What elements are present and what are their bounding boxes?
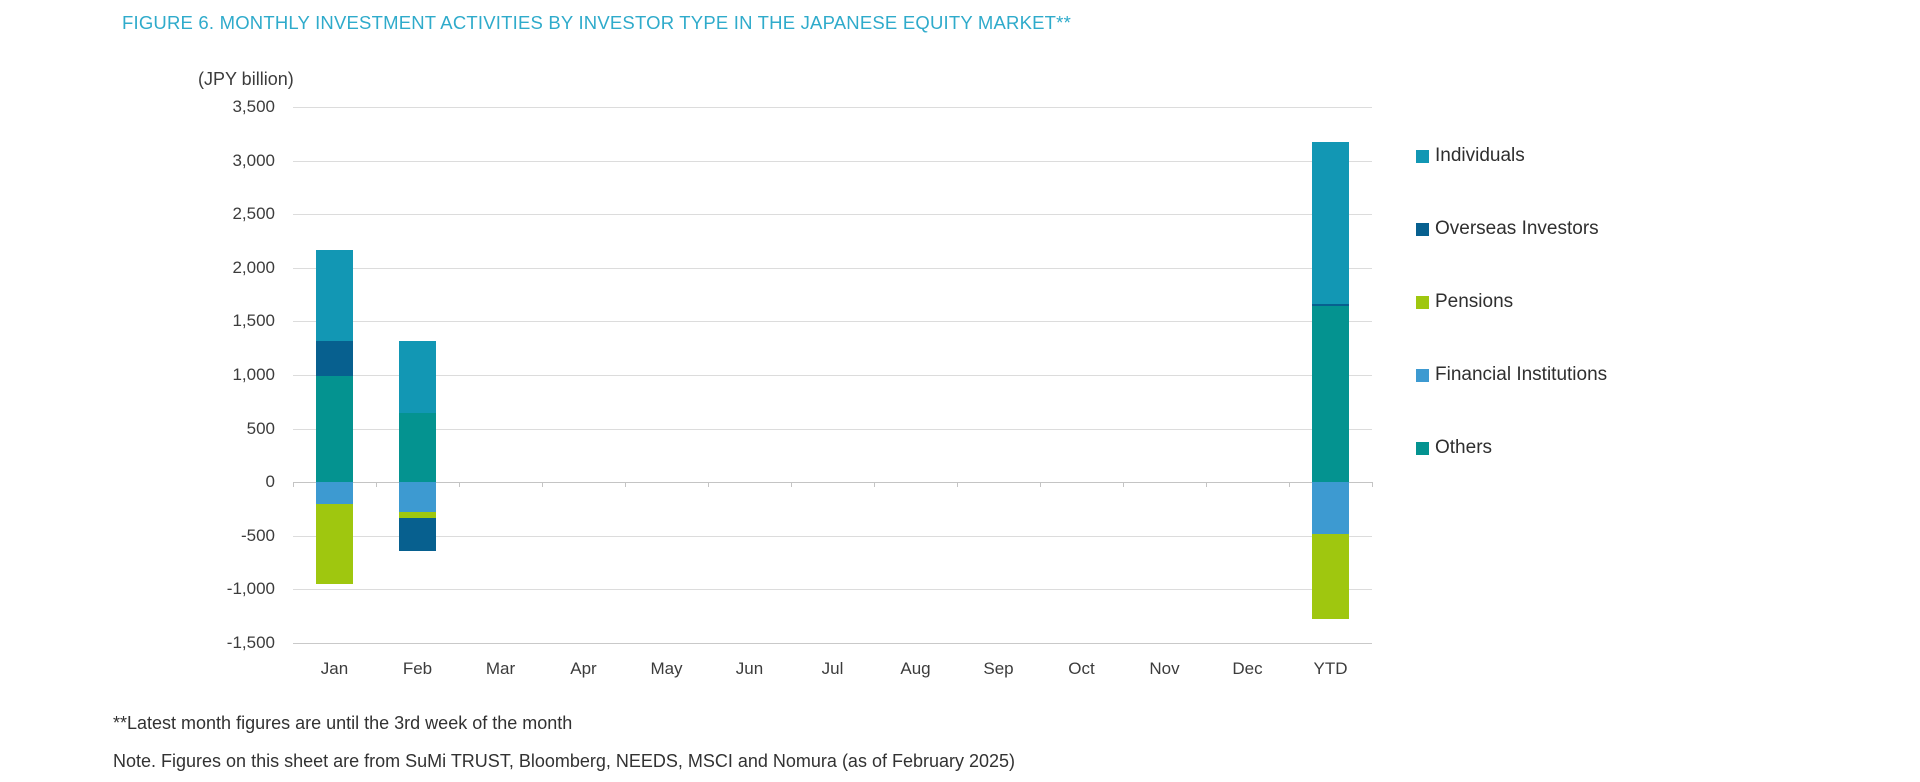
legend-item-overseas-investors: Overseas Investors bbox=[1416, 218, 1607, 239]
bar-segment-financial-institutions bbox=[316, 482, 353, 504]
zero-axis-tick bbox=[542, 482, 543, 488]
bar-segment-others bbox=[399, 412, 436, 483]
y-axis-tick-labels: 3,500 3,000 2,500 2,000 1,500 1,000 500 0 -500 -1… bbox=[130, 97, 275, 652]
y-tick-label: 3,500 bbox=[232, 97, 275, 116]
zero-axis-tick bbox=[874, 482, 875, 488]
zero-axis-tick bbox=[1289, 482, 1290, 488]
footnote-source: Note. Figures on this sheet are from SuM… bbox=[113, 751, 1016, 771]
legend-item-pensions: Pensions bbox=[1416, 291, 1607, 312]
bar-segment-pensions bbox=[1312, 533, 1349, 620]
x-tick-label: Apr bbox=[570, 659, 597, 678]
y-tick-label: 1,000 bbox=[232, 365, 275, 384]
x-tick-label: May bbox=[650, 659, 683, 678]
legend-label: Financial Institutions bbox=[1435, 364, 1608, 385]
bar-segment-individuals bbox=[399, 340, 436, 413]
x-tick-label: Jun bbox=[735, 659, 764, 678]
y-tick-label: 2,000 bbox=[232, 257, 275, 277]
gridline bbox=[293, 589, 1372, 591]
gridline bbox=[293, 214, 1372, 216]
legend-label: Overseas Investors bbox=[1435, 218, 1599, 239]
y-tick-label: 500 bbox=[246, 418, 275, 438]
legend-swatch-icon bbox=[1416, 295, 1429, 309]
legend-item-individuals: Individuals bbox=[1416, 145, 1607, 166]
bar-segment-individuals bbox=[316, 249, 353, 341]
gridline bbox=[293, 321, 1372, 323]
bar-segment-pensions bbox=[399, 512, 436, 518]
gridline bbox=[293, 267, 1372, 269]
bar-segment-financial-institutions bbox=[1312, 482, 1349, 534]
zero-axis-tick bbox=[376, 482, 377, 488]
zero-axis-tick bbox=[1040, 482, 1041, 488]
x-tick-label: Feb bbox=[402, 659, 433, 678]
bar-segment-overseas-investors bbox=[1312, 304, 1349, 307]
zero-axis-tick bbox=[293, 482, 294, 488]
legend-item-financial-institutions: Financial Institutions bbox=[1416, 364, 1608, 385]
x-tick-label: Mar bbox=[485, 659, 516, 678]
zero-axis-tick bbox=[625, 482, 626, 488]
y-tick-label: -500 bbox=[240, 525, 275, 545]
x-tick-label: YTD bbox=[1313, 659, 1348, 678]
bar-segment-individuals bbox=[1312, 142, 1349, 305]
y-tick-label: 0 bbox=[265, 472, 275, 492]
x-axis-tick-labels: Jan Feb Mar Apr May Jun Jul Aug Sep Oct Nov Dec YTD bbox=[293, 659, 1372, 683]
legend-swatch-icon bbox=[1416, 222, 1429, 236]
x-tick-label: Jan bbox=[320, 659, 349, 678]
x-tick-label: Nov bbox=[1149, 659, 1180, 678]
gridline bbox=[293, 107, 1372, 108]
gridline bbox=[293, 428, 1372, 430]
x-tick-label: Jul bbox=[821, 659, 844, 678]
x-tick-label: Sep bbox=[983, 659, 1014, 678]
bar-segment-overseas-investors bbox=[399, 517, 436, 551]
gridline bbox=[293, 643, 1372, 644]
gridline bbox=[293, 375, 1372, 376]
y-tick-label: 1,500 bbox=[232, 311, 275, 331]
y-tick-label: 2,500 bbox=[232, 204, 275, 224]
gridline bbox=[293, 482, 1372, 484]
zero-axis-tick bbox=[459, 482, 460, 488]
x-tick-label: Aug bbox=[900, 659, 931, 678]
legend-item-others: Others bbox=[1416, 437, 1607, 458]
y-axis-unit-label: (JPY billion) bbox=[198, 69, 294, 89]
plot-area bbox=[293, 107, 1373, 644]
legend-label: Others bbox=[1435, 437, 1493, 458]
bar-segment-others bbox=[316, 376, 353, 483]
y-tick-label: -1,500 bbox=[226, 633, 275, 652]
bar-segment-financial-institutions bbox=[399, 482, 436, 513]
bar-segment-pensions bbox=[316, 503, 353, 585]
bar-segment-others bbox=[1312, 306, 1349, 483]
legend-swatch-icon bbox=[1416, 368, 1429, 382]
figure-title: FIGURE 6. MONTHLY INVESTMENT ACTIVITIES … bbox=[122, 12, 1071, 33]
x-tick-label: Dec bbox=[1232, 659, 1263, 678]
zero-axis-tick bbox=[957, 482, 958, 488]
bar-segment-overseas-investors bbox=[316, 340, 353, 377]
legend-label: Individuals bbox=[1435, 145, 1525, 166]
zero-axis-tick bbox=[1123, 482, 1124, 488]
legend-label: Pensions bbox=[1435, 291, 1514, 312]
footnote-latest-month: **Latest month figures are until the 3rd… bbox=[113, 713, 573, 733]
zero-axis-tick bbox=[708, 482, 709, 488]
zero-axis-tick bbox=[791, 482, 792, 488]
legend-swatch-icon bbox=[1416, 149, 1429, 163]
x-tick-label: Oct bbox=[1068, 659, 1095, 678]
gridline bbox=[293, 160, 1372, 162]
chart-legend: Individuals Overseas Investors Pensions Fin… bbox=[1416, 145, 1608, 511]
y-tick-label: -1,000 bbox=[226, 579, 275, 599]
y-tick-label: 3,000 bbox=[232, 150, 275, 170]
legend-swatch-icon bbox=[1416, 441, 1429, 455]
zero-axis-tick bbox=[1372, 482, 1373, 488]
zero-axis-tick bbox=[1206, 482, 1207, 488]
gridline bbox=[293, 535, 1372, 537]
